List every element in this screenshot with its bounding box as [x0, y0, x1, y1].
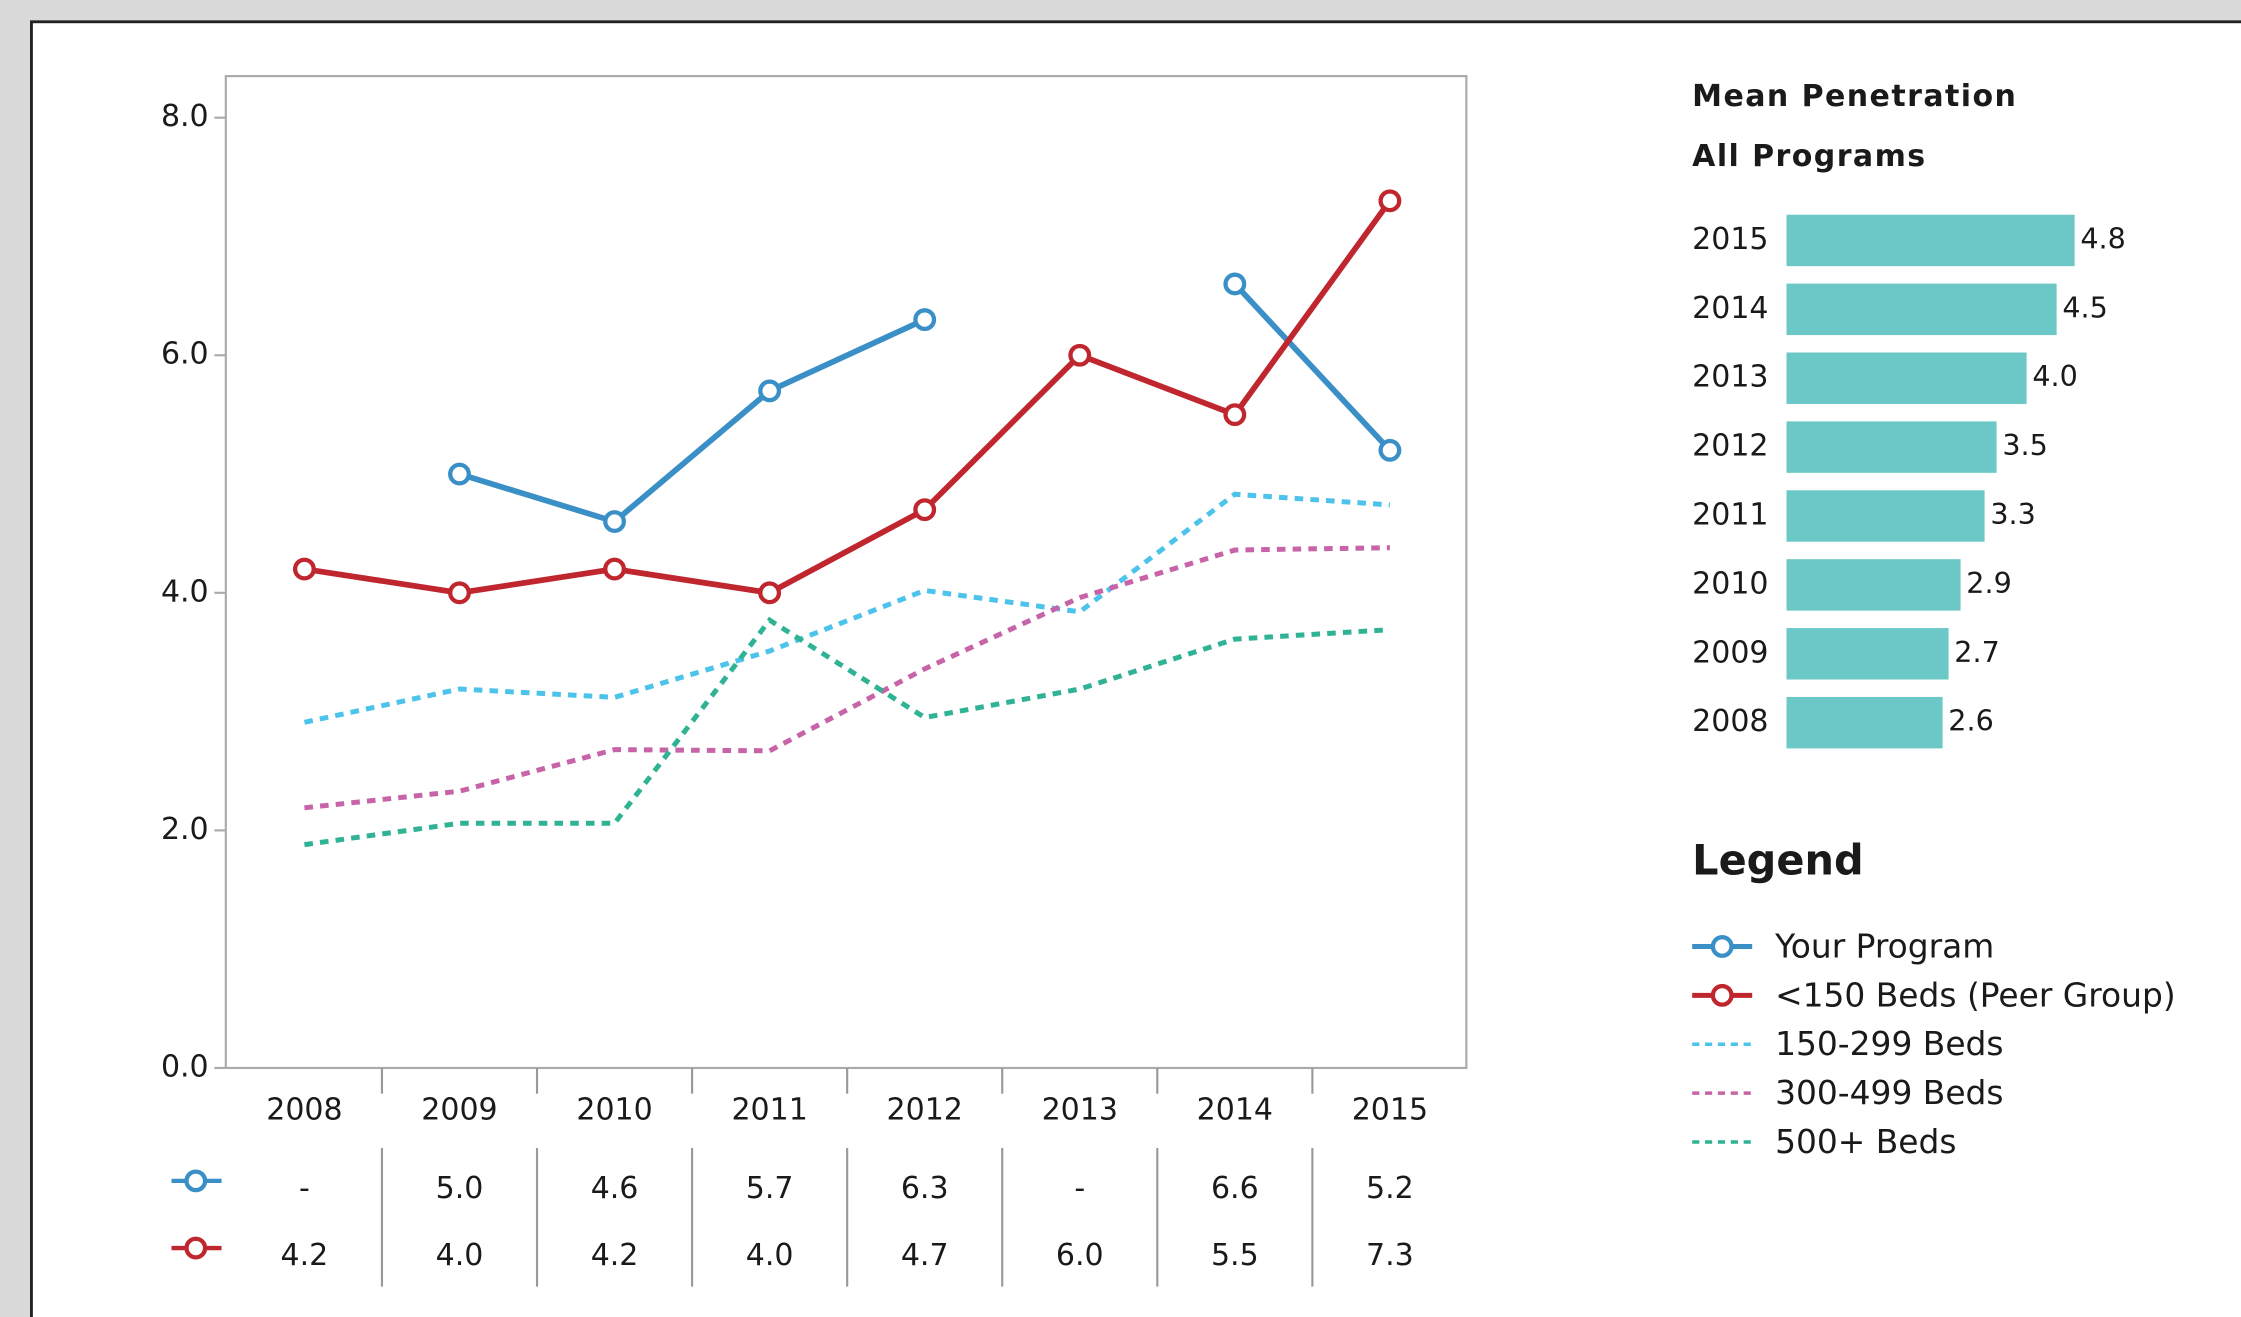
point [913, 498, 937, 522]
bar-category: 2013 [1692, 360, 1768, 395]
bar-value-label: 4.5 [2062, 290, 2107, 324]
bar [1786, 490, 1985, 542]
bar-value-label: 3.3 [1990, 497, 2035, 531]
table-value: 6.3 [901, 1171, 949, 1206]
x-tick-label: 2014 [1197, 1092, 1273, 1127]
series-line [303, 199, 1393, 596]
table-value: 5.2 [1366, 1171, 1414, 1206]
bar-value-label: 3.5 [2002, 428, 2047, 462]
point [1378, 189, 1402, 213]
legend-label: Your Program [1774, 926, 1994, 965]
table-value: 5.7 [746, 1171, 794, 1206]
table-value: 4.7 [901, 1238, 949, 1273]
point [1378, 438, 1402, 462]
bar-category: 2015 [1692, 222, 1768, 257]
table-marker [184, 1169, 208, 1193]
legend-marker [1710, 983, 1734, 1007]
bar-subtitle: All Programs [1692, 139, 1926, 174]
x-tick-label: 2013 [1042, 1092, 1118, 1127]
table-value: 4.2 [281, 1238, 329, 1273]
bar-category: 2011 [1692, 498, 1768, 533]
y-tick-label: 2.0 [161, 812, 209, 847]
bar [1786, 214, 2075, 267]
bar [1786, 352, 2027, 404]
series-line [458, 317, 926, 525]
x-tick-label: 2011 [731, 1092, 807, 1127]
series-line [304, 616, 1391, 848]
table-value: 5.0 [436, 1171, 484, 1206]
point [292, 557, 316, 581]
y-tick-label: 8.0 [161, 99, 209, 134]
table-value: - [1074, 1171, 1085, 1206]
bar-value-label: 2.9 [1966, 566, 2011, 600]
bar-title: Mean Penetration [1692, 79, 2017, 114]
x-tick-label: 2010 [576, 1092, 652, 1127]
bar [1786, 696, 1943, 749]
y-tick-label: 6.0 [161, 337, 209, 372]
y-tick-label: 4.0 [161, 574, 209, 609]
table-value: 4.0 [436, 1238, 484, 1273]
series-line [303, 491, 1391, 725]
bar-category: 2010 [1692, 566, 1768, 601]
table-value: 4.2 [591, 1238, 639, 1273]
bar [1786, 283, 2057, 336]
bar-category: 2012 [1692, 429, 1768, 464]
bar-category: 2014 [1692, 291, 1768, 326]
bar-value-label: 2.7 [1954, 635, 1999, 669]
plot-area [224, 75, 1468, 1070]
x-tick-label: 2009 [421, 1092, 497, 1127]
point [1068, 343, 1092, 367]
bar [1786, 559, 1961, 611]
x-tick-label: 2008 [266, 1092, 342, 1127]
point [448, 581, 471, 605]
bar-value-label: 2.6 [1948, 704, 1993, 738]
legend-marker [1710, 935, 1734, 958]
legend-label: 500+ Beds [1775, 1122, 1956, 1161]
point [758, 379, 782, 403]
bar [1786, 628, 1949, 680]
point [913, 308, 937, 332]
table-value: 6.0 [1056, 1238, 1104, 1273]
table-value: 4.0 [746, 1238, 794, 1273]
bar [1786, 421, 1997, 473]
x-tick-label: 2012 [887, 1092, 963, 1127]
x-tick-label: 2015 [1352, 1092, 1428, 1127]
series-line [1232, 282, 1392, 453]
y-tick-label: 0.0 [161, 1049, 209, 1084]
table-value: 7.3 [1366, 1238, 1414, 1273]
point [603, 510, 626, 533]
table-value: 4.6 [591, 1171, 639, 1206]
point [448, 462, 471, 486]
legend-label: 150-299 Beds [1775, 1024, 2003, 1063]
legend-label: 300-499 Beds [1775, 1073, 2003, 1112]
table-marker [184, 1236, 208, 1260]
bar-category: 2009 [1692, 635, 1768, 670]
legend-title: Legend [1692, 837, 1863, 885]
bar-category: 2008 [1692, 704, 1768, 739]
bar-value-label: 4.8 [2080, 221, 2125, 255]
point [1223, 272, 1247, 296]
table-value: 6.6 [1211, 1171, 1259, 1206]
table-value: - [299, 1171, 310, 1206]
point [603, 557, 626, 581]
bar-value-label: 4.0 [2032, 359, 2077, 393]
point [758, 581, 782, 605]
point [1223, 403, 1247, 427]
legend-label: <150 Beds (Peer Group) [1775, 975, 2176, 1014]
table-value: 5.5 [1211, 1238, 1259, 1273]
